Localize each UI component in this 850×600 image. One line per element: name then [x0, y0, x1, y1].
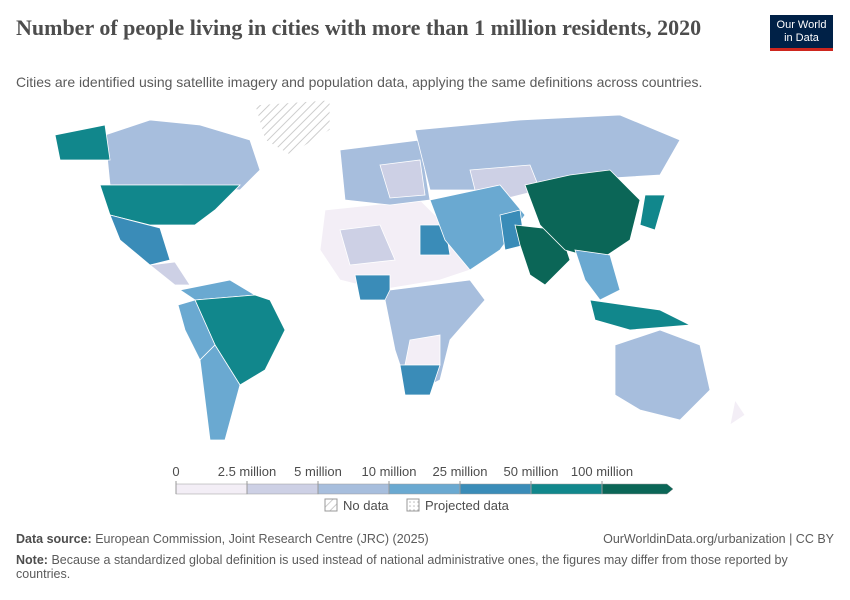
legend-label: 5 million [294, 464, 342, 479]
country[interactable] [54, 124, 111, 161]
country[interactable] [104, 119, 261, 191]
country[interactable] [339, 224, 396, 266]
projected-swatch [406, 498, 420, 512]
countries [54, 99, 746, 441]
country[interactable] [149, 261, 191, 286]
country[interactable] [199, 344, 241, 441]
no-data-swatch [324, 498, 338, 512]
country[interactable] [614, 329, 711, 421]
legend: 0 2.5 million 5 million 10 million 25 millio… [172, 464, 674, 495]
legend-label: 0 [172, 464, 179, 479]
country[interactable] [414, 114, 681, 191]
legend-bin [388, 483, 461, 495]
legend-label: 50 million [504, 464, 559, 479]
country[interactable] [639, 194, 666, 231]
country[interactable] [109, 214, 171, 266]
logo[interactable]: Our World in Data [770, 15, 833, 51]
country[interactable] [574, 249, 621, 301]
country[interactable] [319, 199, 471, 291]
country[interactable] [729, 398, 746, 426]
legend-bin [175, 483, 248, 495]
country[interactable] [354, 274, 391, 301]
country[interactable] [379, 159, 426, 199]
country[interactable] [589, 299, 692, 331]
note-label: Note: [16, 553, 48, 567]
legend-label: 2.5 million [218, 464, 277, 479]
legend-label: 10 million [362, 464, 417, 479]
source-text: European Commission, Joint Research Cent… [95, 532, 429, 546]
legend-label: 100 million [571, 464, 633, 479]
no-data-label: No data [343, 498, 389, 513]
title: Number of people living in cities with m… [16, 15, 702, 40]
country[interactable] [429, 184, 526, 271]
country[interactable] [254, 99, 331, 156]
legend-label: 25 million [433, 464, 488, 479]
note-text: Because a standardized global definition… [16, 553, 788, 581]
legend-bin [317, 483, 390, 495]
url[interactable]: OurWorldinData.org/urbanization | CC BY [603, 532, 834, 546]
legend-bin [246, 483, 319, 495]
subtitle: Cities are identified using satellite im… [16, 74, 703, 90]
legend-bin [530, 483, 603, 495]
legend-bin [601, 483, 674, 495]
legend-bin [459, 483, 532, 495]
country[interactable] [399, 364, 441, 396]
source: Data source: European Commission, Joint … [16, 532, 429, 546]
projected-label: Projected data [425, 498, 510, 513]
country[interactable] [524, 169, 641, 261]
source-label: Data source: [16, 532, 92, 546]
logo-line: in Data [784, 32, 819, 44]
note: Note: Because a standardized global defi… [16, 553, 816, 581]
logo-line: Our World [776, 19, 827, 31]
